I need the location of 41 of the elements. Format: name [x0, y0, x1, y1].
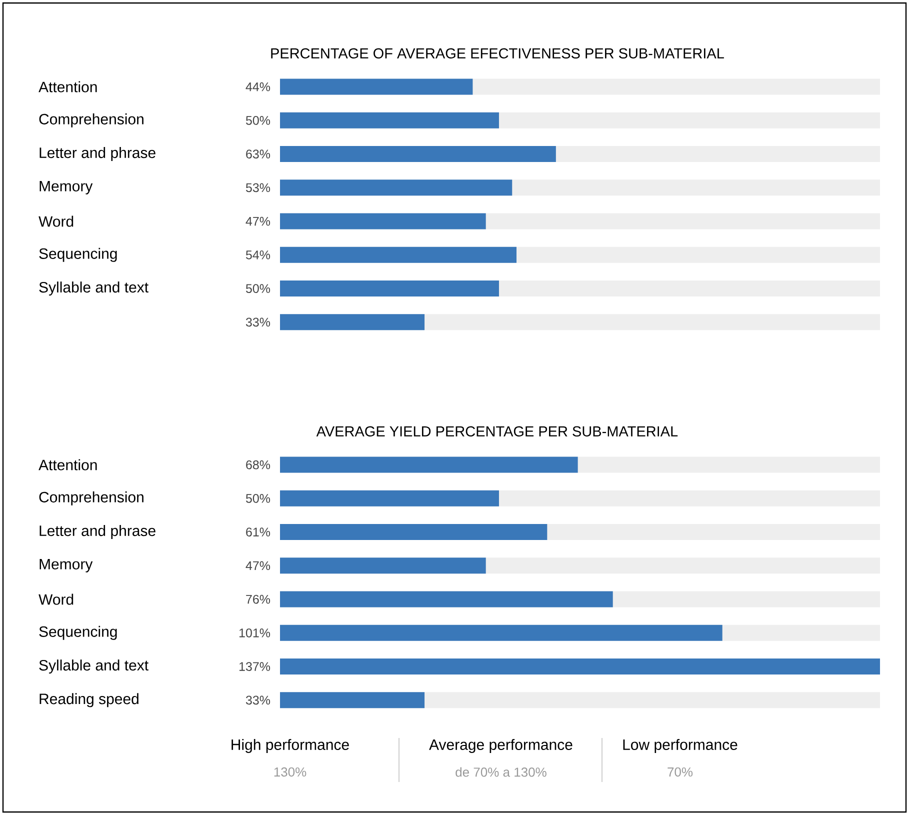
y-tick-label: Comprehension	[39, 113, 144, 128]
text: de 70% a 130%	[456, 767, 546, 777]
data-label: 61%	[246, 528, 270, 536]
data-label: 63%	[246, 150, 270, 158]
data-label: 101%	[239, 628, 270, 638]
y-tick-label: Reading speed	[40, 693, 138, 708]
chart-title: AVERAGE YIELD PERCENTAGE PER SUB-MATERIAL	[316, 426, 678, 436]
y-tick-label: Attention	[38, 81, 97, 92]
data-label: 47%	[246, 561, 270, 570]
y-tick-label: Memory	[40, 558, 93, 572]
bar	[280, 314, 425, 330]
data-label: 50%	[246, 116, 270, 125]
y-tick-label: Letter and phrase	[40, 525, 156, 540]
data-label: 47%	[246, 216, 270, 226]
y-tick-label: Attention	[38, 459, 97, 470]
data-label: 54%	[246, 250, 270, 260]
chart-title: PERCENTAGE OF AVERAGE EFECTIVENESS PER SUB-MATERIAL	[271, 48, 724, 58]
y-tick-label: Letter and phrase	[40, 147, 156, 162]
text: 70%	[668, 767, 693, 777]
y-tick-label: Memory	[40, 180, 93, 194]
y-tick-label: Syllable and text	[39, 282, 148, 296]
y-tick-label: Word	[38, 216, 74, 227]
text: High performance	[232, 738, 349, 753]
y-tick-label: Comprehension	[39, 491, 144, 506]
data-label: 33%	[246, 318, 270, 327]
y-tick-label: Syllable and text	[39, 660, 148, 674]
data-label: 137%	[239, 662, 270, 671]
data-label: 50%	[246, 494, 270, 503]
data-label: 76%	[246, 594, 270, 604]
y-tick-label: Word	[38, 594, 74, 605]
data-label: 33%	[246, 696, 270, 705]
bar	[280, 692, 425, 708]
text: 130%	[274, 767, 306, 777]
data-label: 53%	[246, 183, 270, 192]
data-label: 68%	[246, 460, 270, 470]
y-tick-label: Sequencing	[39, 248, 117, 262]
y-tick-label: Sequencing	[39, 626, 117, 640]
data-label: 50%	[246, 284, 270, 293]
data-label: 44%	[246, 82, 270, 92]
text: Low performance	[623, 738, 738, 753]
text: Average performance	[429, 738, 572, 753]
